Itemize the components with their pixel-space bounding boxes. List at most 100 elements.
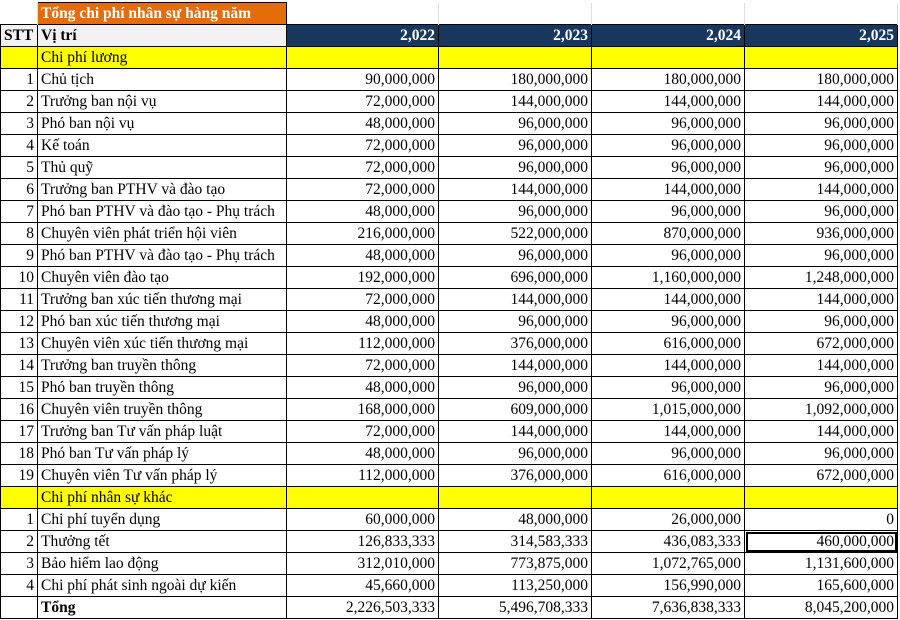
value-cell[interactable]: 522,000,000 bbox=[438, 222, 592, 245]
value-cell[interactable]: 96,000,000 bbox=[591, 200, 745, 223]
cell[interactable] bbox=[744, 46, 898, 69]
value-cell[interactable]: 96,000,000 bbox=[591, 442, 745, 465]
stt-cell[interactable]: 11 bbox=[0, 288, 38, 311]
value-cell[interactable]: 144,000,000 bbox=[744, 288, 898, 311]
stt-cell[interactable]: 9 bbox=[0, 244, 38, 267]
section-title[interactable]: Chi phí lương bbox=[37, 46, 287, 69]
value-cell[interactable]: 72,000,000 bbox=[286, 178, 439, 201]
value-cell[interactable]: 72,000,000 bbox=[286, 134, 439, 157]
cell[interactable] bbox=[0, 2, 38, 25]
value-cell[interactable]: 60,000,000 bbox=[286, 508, 439, 531]
position-cell[interactable]: Bảo hiểm lao động bbox=[37, 552, 287, 575]
stt-cell[interactable]: 1 bbox=[0, 68, 38, 91]
value-cell[interactable]: 96,000,000 bbox=[744, 156, 898, 179]
value-cell[interactable]: 72,000,000 bbox=[286, 354, 439, 377]
value-cell[interactable]: 616,000,000 bbox=[591, 464, 745, 487]
position-cell[interactable]: Trưởng ban nội vụ bbox=[37, 90, 287, 113]
stt-cell[interactable]: 3 bbox=[0, 112, 38, 135]
cell[interactable] bbox=[591, 486, 745, 509]
value-cell[interactable]: 144,000,000 bbox=[438, 420, 592, 443]
value-cell[interactable]: 168,000,000 bbox=[286, 398, 439, 421]
stt-cell[interactable]: 5 bbox=[0, 156, 38, 179]
value-cell[interactable]: 376,000,000 bbox=[438, 464, 592, 487]
value-cell[interactable]: 96,000,000 bbox=[438, 134, 592, 157]
value-cell[interactable]: 96,000,000 bbox=[438, 376, 592, 399]
value-cell[interactable]: 144,000,000 bbox=[744, 420, 898, 443]
stt-cell[interactable]: 8 bbox=[0, 222, 38, 245]
value-cell[interactable]: 26,000,000 bbox=[591, 508, 745, 531]
value-cell[interactable]: 112,000,000 bbox=[286, 464, 439, 487]
cell[interactable] bbox=[0, 486, 38, 509]
stt-cell[interactable]: 12 bbox=[0, 310, 38, 333]
value-cell[interactable]: 144,000,000 bbox=[591, 354, 745, 377]
position-cell[interactable]: Trưởng ban truyền thông bbox=[37, 354, 287, 377]
position-cell[interactable]: Chi phí phát sinh ngoài dự kiến bbox=[37, 574, 287, 597]
value-cell[interactable]: 1,072,765,000 bbox=[591, 552, 745, 575]
cell[interactable] bbox=[438, 2, 592, 25]
position-cell[interactable]: Kế toán bbox=[37, 134, 287, 157]
header-year[interactable]: 2,024 bbox=[591, 24, 745, 47]
value-cell[interactable]: 144,000,000 bbox=[744, 178, 898, 201]
value-cell[interactable]: 48,000,000 bbox=[286, 112, 439, 135]
cell[interactable] bbox=[438, 46, 592, 69]
cell[interactable] bbox=[438, 486, 592, 509]
value-cell[interactable]: 1,131,600,000 bbox=[744, 552, 898, 575]
position-cell[interactable]: Trưởng ban PTHV và đào tạo bbox=[37, 178, 287, 201]
value-cell[interactable]: 0 bbox=[744, 508, 898, 531]
cell[interactable] bbox=[591, 46, 745, 69]
value-cell[interactable]: 144,000,000 bbox=[438, 178, 592, 201]
header-year[interactable]: 2,023 bbox=[438, 24, 592, 47]
value-cell[interactable]: 672,000,000 bbox=[744, 464, 898, 487]
value-cell[interactable]: 96,000,000 bbox=[438, 200, 592, 223]
value-cell[interactable]: 72,000,000 bbox=[286, 156, 439, 179]
total-value[interactable]: 5,496,708,333 bbox=[438, 596, 592, 619]
position-cell[interactable]: Trưởng ban xúc tiến thương mại bbox=[37, 288, 287, 311]
position-cell[interactable]: Chuyên viên đào tạo bbox=[37, 266, 287, 289]
table-title[interactable]: Tổng chi phí nhân sự hàng năm bbox=[37, 2, 287, 25]
value-cell[interactable]: 144,000,000 bbox=[438, 354, 592, 377]
value-cell[interactable]: 45,660,000 bbox=[286, 574, 439, 597]
value-cell[interactable]: 144,000,000 bbox=[591, 288, 745, 311]
value-cell[interactable]: 696,000,000 bbox=[438, 266, 592, 289]
value-cell[interactable]: 48,000,000 bbox=[286, 310, 439, 333]
value-cell[interactable]: 96,000,000 bbox=[591, 134, 745, 157]
total-value[interactable]: 2,226,503,333 bbox=[286, 596, 439, 619]
value-cell[interactable]: 48,000,000 bbox=[286, 244, 439, 267]
value-cell[interactable]: 96,000,000 bbox=[438, 244, 592, 267]
cell[interactable] bbox=[286, 2, 439, 25]
value-cell[interactable]: 144,000,000 bbox=[591, 90, 745, 113]
value-cell[interactable]: 180,000,000 bbox=[744, 68, 898, 91]
value-cell[interactable]: 156,990,000 bbox=[591, 574, 745, 597]
value-cell[interactable]: 96,000,000 bbox=[591, 376, 745, 399]
position-cell[interactable]: Phó ban PTHV và đào tạo - Phụ trách bbox=[37, 200, 287, 223]
section-title[interactable]: Chi phí nhân sự khác bbox=[37, 486, 287, 509]
stt-cell[interactable]: 17 bbox=[0, 420, 38, 443]
stt-cell[interactable]: 15 bbox=[0, 376, 38, 399]
position-cell[interactable]: Phó ban truyền thông bbox=[37, 376, 287, 399]
value-cell[interactable]: 96,000,000 bbox=[591, 156, 745, 179]
value-cell[interactable]: 192,000,000 bbox=[286, 266, 439, 289]
value-cell[interactable]: 1,092,000,000 bbox=[744, 398, 898, 421]
value-cell[interactable]: 460,000,000 bbox=[744, 530, 898, 553]
value-cell[interactable]: 96,000,000 bbox=[744, 200, 898, 223]
value-cell[interactable]: 376,000,000 bbox=[438, 332, 592, 355]
stt-cell[interactable]: 2 bbox=[0, 530, 38, 553]
position-cell[interactable]: Chi phí tuyển dụng bbox=[37, 508, 287, 531]
cell[interactable] bbox=[744, 2, 898, 25]
value-cell[interactable]: 96,000,000 bbox=[744, 112, 898, 135]
value-cell[interactable]: 144,000,000 bbox=[744, 354, 898, 377]
header-position[interactable]: Vị trí bbox=[37, 24, 287, 47]
stt-cell[interactable]: 13 bbox=[0, 332, 38, 355]
value-cell[interactable]: 180,000,000 bbox=[591, 68, 745, 91]
value-cell[interactable]: 96,000,000 bbox=[438, 112, 592, 135]
position-cell[interactable]: Chuyên viên truyền thông bbox=[37, 398, 287, 421]
stt-cell[interactable]: 18 bbox=[0, 442, 38, 465]
value-cell[interactable]: 96,000,000 bbox=[744, 244, 898, 267]
stt-cell[interactable]: 10 bbox=[0, 266, 38, 289]
value-cell[interactable]: 1,160,000,000 bbox=[591, 266, 745, 289]
header-stt[interactable]: STT bbox=[0, 24, 38, 47]
value-cell[interactable]: 113,250,000 bbox=[438, 574, 592, 597]
value-cell[interactable]: 436,083,333 bbox=[591, 530, 745, 553]
stt-cell[interactable]: 6 bbox=[0, 178, 38, 201]
header-year[interactable]: 2,022 bbox=[286, 24, 439, 47]
